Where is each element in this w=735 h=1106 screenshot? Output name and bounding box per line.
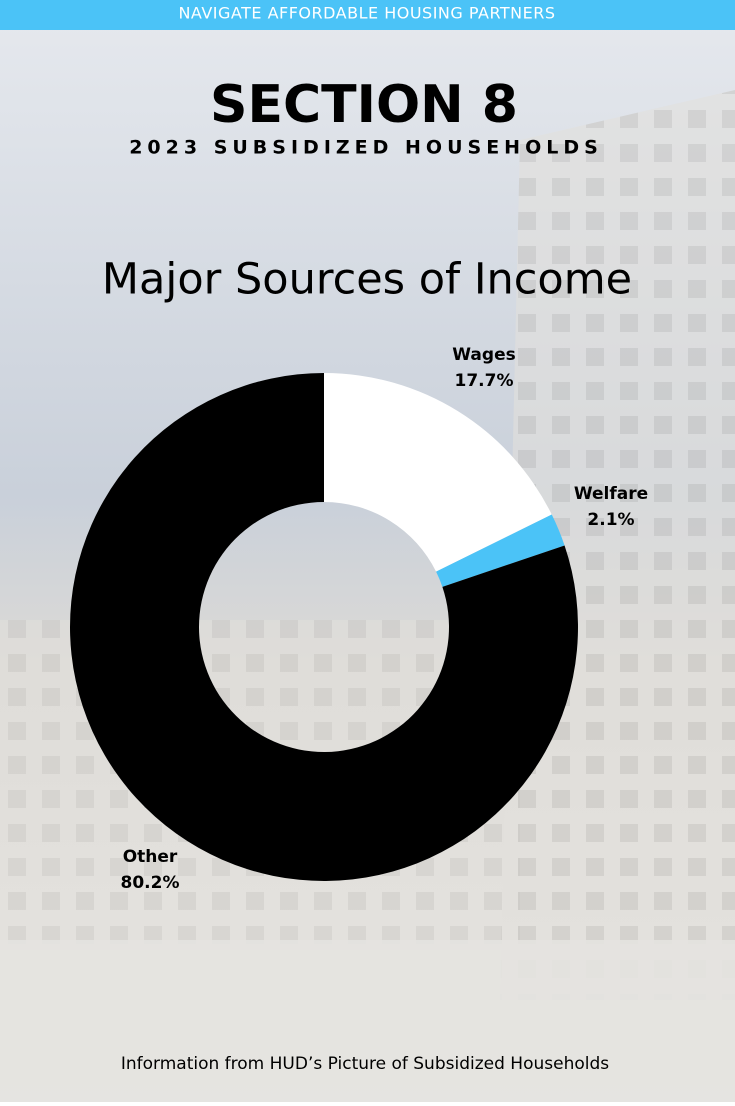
donut-chart: Wages 17.7% Welfare 2.1% Other 80.2% <box>70 345 648 893</box>
heading: SECTION 8 <box>210 75 518 135</box>
subheading: 2023 SUBSIDIZED HOUSEHOLDS <box>129 137 603 159</box>
slice-value-label: 2.1% <box>587 510 634 530</box>
street <box>0 940 735 1102</box>
slice-label: Welfare <box>574 484 648 504</box>
slice-label: Other <box>123 847 178 867</box>
donut-slice <box>324 373 552 572</box>
banner: NAVIGATE AFFORDABLE HOUSING PARTNERS <box>178 4 555 23</box>
slice-label: Wages <box>452 345 515 365</box>
footer: Information from HUD’s Picture of Subsid… <box>121 1054 609 1074</box>
slice-value-label: 17.7% <box>455 371 514 391</box>
slice-value-label: 80.2% <box>121 873 180 893</box>
donut-slice <box>70 373 579 881</box>
chart-title: Major Sources of Income <box>102 255 632 305</box>
banner-bar <box>0 0 735 30</box>
donut-slice <box>436 514 565 587</box>
building <box>500 90 735 1000</box>
